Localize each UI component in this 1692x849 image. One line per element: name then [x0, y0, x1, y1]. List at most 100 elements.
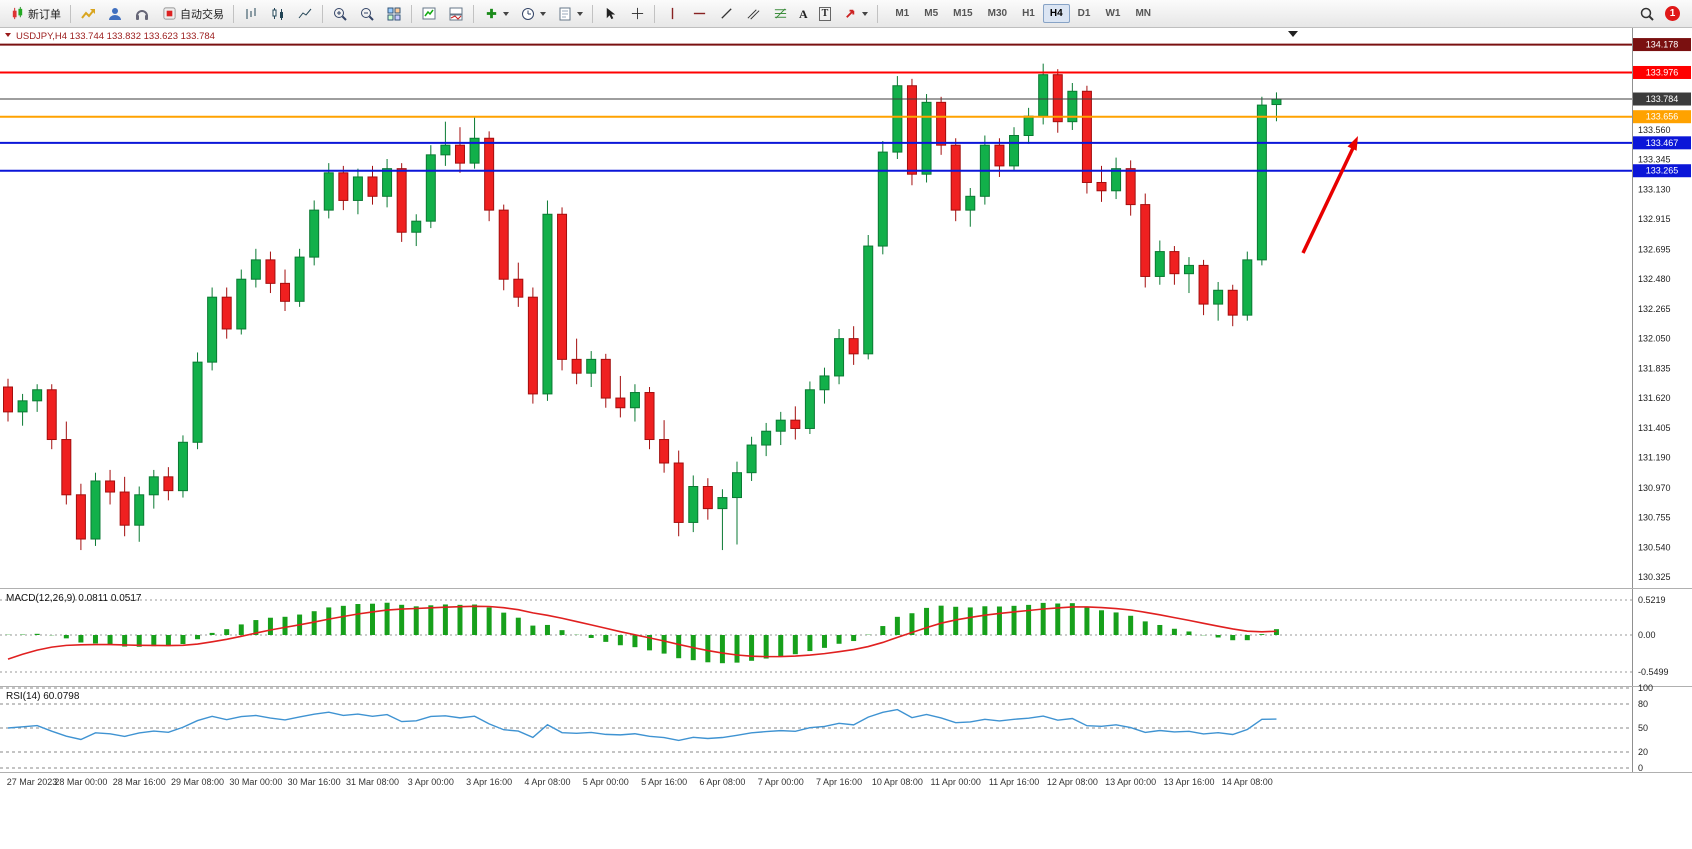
- candle: [207, 296, 218, 363]
- candle: [484, 137, 495, 211]
- crosshair-button[interactable]: [624, 3, 650, 25]
- price-tick-label: 132.915: [1638, 214, 1671, 224]
- indicators-button[interactable]: [416, 3, 442, 25]
- rsi-label: RSI(14) 60.0798: [6, 691, 80, 702]
- price-tick-label: 131.190: [1638, 452, 1671, 462]
- macd-label: MACD(12,26,9) 0.0811 0.0517: [6, 593, 142, 604]
- candle: [1198, 264, 1209, 305]
- time-axis-label: 11 Apr 00:00: [931, 777, 981, 787]
- trendline-icon: [718, 6, 734, 22]
- market-watch-button[interactable]: [75, 3, 101, 25]
- candlestick-chart-icon: [270, 6, 286, 22]
- fibonacci-button[interactable]: [767, 3, 793, 25]
- price-tick-label: 133.345: [1638, 155, 1671, 165]
- candle: [673, 462, 684, 523]
- timeframe-w1[interactable]: W1: [1098, 4, 1127, 23]
- macd-scale-label: 0.5219: [1638, 595, 1666, 605]
- notification-badge[interactable]: 1: [1665, 6, 1680, 21]
- horizontal-line-button[interactable]: [686, 3, 712, 25]
- chevron-down-icon: [540, 11, 546, 16]
- new-order-button[interactable]: 新订单: [4, 3, 66, 25]
- cursor-button[interactable]: [597, 3, 623, 25]
- time-axis-label: 14 Apr 08:00: [1222, 777, 1273, 787]
- add-indicator-button[interactable]: [478, 3, 514, 25]
- vertical-line-button[interactable]: [659, 3, 685, 25]
- candle: [1242, 259, 1253, 316]
- timeframe-h4[interactable]: H4: [1042, 4, 1070, 23]
- price-tick-label: 132.265: [1638, 304, 1671, 314]
- zoom-out-button[interactable]: [354, 3, 380, 25]
- chart-canvas[interactable]: USDJPY,H4 133.744 133.832 133.623 133.78…: [0, 28, 1692, 849]
- candle: [615, 397, 626, 409]
- scroll-marker-icon[interactable]: [1288, 31, 1298, 37]
- time-axis-label: 30 Mar 00:00: [229, 777, 282, 787]
- timeframe-d1[interactable]: D1: [1071, 4, 1098, 23]
- macd-signal-line: [7, 605, 1277, 660]
- candle: [775, 419, 786, 432]
- auto-trading-button[interactable]: 自动交易: [156, 3, 229, 25]
- horizontal-line-icon: [691, 6, 707, 22]
- price-tick-label: 130.540: [1638, 542, 1671, 552]
- toolbar-separator: [70, 4, 71, 23]
- time-axis-label: 28 Mar 00:00: [54, 777, 107, 787]
- new-order-icon: [9, 6, 25, 22]
- candle: [411, 220, 422, 233]
- timeframe-m1[interactable]: M1: [888, 4, 916, 23]
- price-tick-label: 131.620: [1638, 393, 1671, 403]
- text-icon: A: [799, 6, 808, 21]
- candle: [498, 209, 509, 280]
- rsi-panel: RSI(14) 60.0798: [0, 687, 1632, 769]
- trendline-button[interactable]: [713, 3, 739, 25]
- text-button[interactable]: A: [794, 3, 813, 25]
- candle: [1038, 74, 1049, 117]
- candle: [1052, 74, 1063, 123]
- price-tick-label: 130.755: [1638, 513, 1671, 523]
- time-axis-label: 5 Apr 16:00: [641, 777, 687, 787]
- navigator-button[interactable]: [129, 3, 155, 25]
- periods-button[interactable]: [515, 3, 551, 25]
- data-window-icon: [107, 6, 123, 22]
- rsi-scale-label: 80: [1638, 699, 1648, 709]
- candle: [1125, 168, 1136, 206]
- timeframe-m5[interactable]: M5: [917, 4, 945, 23]
- timeframe-h1[interactable]: H1: [1015, 4, 1042, 23]
- timeframe-mn[interactable]: MN: [1128, 4, 1158, 23]
- time-axis-label: 30 Mar 16:00: [288, 777, 341, 787]
- candlestick-chart-button[interactable]: [265, 3, 291, 25]
- zoom-in-button[interactable]: [327, 3, 353, 25]
- label-button[interactable]: T: [814, 3, 837, 25]
- data-window-button[interactable]: [102, 3, 128, 25]
- timeframe-m15[interactable]: M15: [946, 4, 979, 23]
- tile-windows-button[interactable]: [381, 3, 407, 25]
- candle: [542, 213, 553, 395]
- candle: [848, 338, 859, 355]
- indicator-windows-button[interactable]: [443, 3, 469, 25]
- search-button[interactable]: [1634, 3, 1660, 25]
- candle: [629, 392, 640, 409]
- time-axis-label: 11 Apr 16:00: [989, 777, 1039, 787]
- main-toolbar: 新订单 自动交易: [0, 0, 1692, 28]
- templates-button[interactable]: [552, 3, 588, 25]
- toolbar-separator: [592, 4, 593, 23]
- price-tick-label: 133.130: [1638, 184, 1671, 194]
- time-axis-label: 13 Apr 16:00: [1163, 777, 1214, 787]
- timeframe-m30[interactable]: M30: [981, 4, 1014, 23]
- arrows-button[interactable]: [837, 3, 873, 25]
- line-chart-button[interactable]: [292, 3, 318, 25]
- channel-button[interactable]: [740, 3, 766, 25]
- toolbar-separator: [473, 4, 474, 23]
- annotation-arrow[interactable]: [1301, 136, 1358, 254]
- price-tick-label: 130.970: [1638, 483, 1671, 493]
- candle: [1169, 251, 1180, 275]
- time-axis-label: 4 Apr 08:00: [524, 777, 570, 787]
- price-panel: USDJPY,H4 133.744 133.832 133.623 133.78…: [0, 31, 1632, 551]
- candle: [192, 361, 203, 443]
- bar-chart-button[interactable]: [238, 3, 264, 25]
- templates-icon: [557, 6, 573, 22]
- candle: [950, 144, 961, 211]
- candle: [1271, 98, 1282, 106]
- price-level-badge: [1633, 38, 1691, 52]
- candle: [163, 476, 174, 492]
- candle: [1067, 90, 1078, 123]
- candle: [177, 441, 188, 492]
